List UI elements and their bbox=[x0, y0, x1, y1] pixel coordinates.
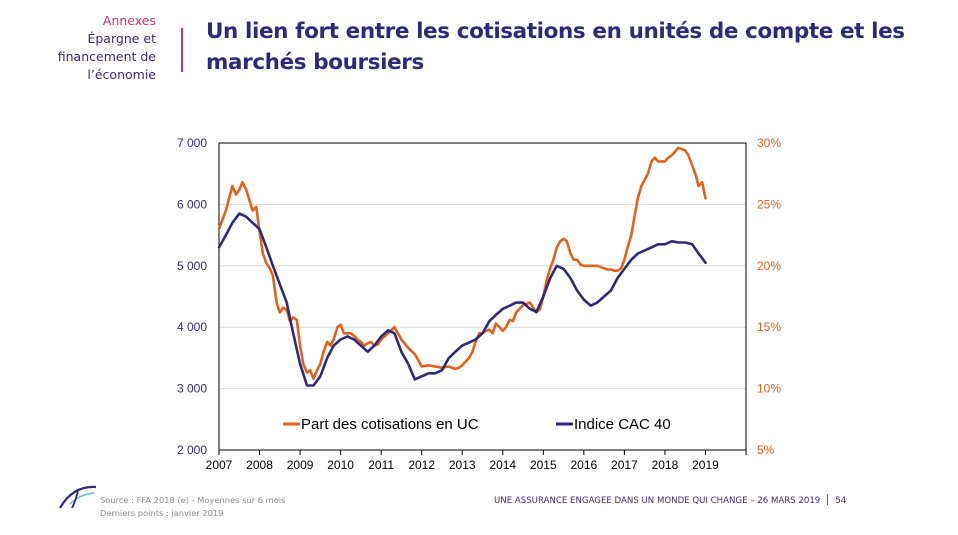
y-tick-label-right: 15% bbox=[757, 320, 781, 334]
page-title-line-1: Un lien fort entre les cotisations en un… bbox=[206, 19, 905, 44]
y-tick-label-left: 5 000 bbox=[177, 259, 207, 273]
source-line-1: Source : FFA 2018 (e) - Moyennes sur 6 m… bbox=[100, 495, 286, 505]
y-tick-label-left: 2 000 bbox=[177, 443, 207, 457]
breadcrumb-section: Annexes bbox=[102, 13, 156, 28]
page-title-line-2: marchés boursiers bbox=[206, 50, 424, 75]
x-tick-label: 2011 bbox=[368, 458, 394, 472]
x-tick-label: 2018 bbox=[652, 458, 679, 472]
y-tick-label-left: 6 000 bbox=[177, 197, 207, 211]
y-tick-label-right: 20% bbox=[757, 259, 781, 273]
page-number: 54 bbox=[835, 496, 847, 506]
footer-event: UNE ASSURANCE ENGAGEE DANS UN MONDE QUI … bbox=[494, 496, 821, 506]
page-title: Un lien fort entre les cotisations en un… bbox=[206, 16, 906, 78]
source-line-2: Derniers points : janvier 2019 bbox=[100, 508, 224, 518]
x-tick-label: 2016 bbox=[570, 458, 597, 472]
y-tick-label-right: 5% bbox=[757, 443, 775, 457]
footer-divider bbox=[827, 494, 829, 505]
x-tick-label: 2014 bbox=[489, 458, 516, 472]
y-tick-label-left: 4 000 bbox=[177, 320, 207, 334]
x-tick-label: 2008 bbox=[246, 458, 273, 472]
x-tick-label: 2009 bbox=[287, 458, 314, 472]
breadcrumb-subsection-3: l’économie bbox=[87, 67, 156, 82]
y-tick-label-left: 7 000 bbox=[177, 136, 207, 150]
x-tick-label: 2010 bbox=[327, 458, 354, 472]
series-line-cac40 bbox=[217, 212, 707, 387]
header-divider bbox=[181, 28, 183, 72]
y-tick-label-right: 10% bbox=[757, 382, 781, 396]
y-tick-label-right: 25% bbox=[757, 197, 781, 211]
series-line-part-uc bbox=[217, 146, 707, 381]
x-tick-label: 2013 bbox=[449, 458, 476, 472]
ffa-logo-icon bbox=[59, 485, 97, 509]
x-tick-label: 2015 bbox=[530, 458, 557, 472]
breadcrumb-subsection-1: Épargne et bbox=[87, 31, 156, 46]
x-tick-label: 2017 bbox=[611, 458, 638, 472]
y-tick-label-left: 3 000 bbox=[177, 382, 207, 396]
x-tick-label: 2019 bbox=[692, 458, 719, 472]
footer: UNE ASSURANCE ENGAGEE DANS UN MONDE QUI … bbox=[494, 494, 846, 506]
breadcrumb: Annexes Épargne et financement de l’écon… bbox=[20, 12, 156, 84]
x-tick-label: 2007 bbox=[206, 458, 233, 472]
legend-label: Part des cotisations en UC bbox=[301, 416, 479, 433]
legend-label: Indice CAC 40 bbox=[574, 416, 671, 433]
plot-frame bbox=[218, 142, 747, 451]
source-note: Source : FFA 2018 (e) - Moyennes sur 6 m… bbox=[100, 494, 285, 520]
x-tick-label: 2012 bbox=[408, 458, 435, 472]
breadcrumb-subsection-2: financement de bbox=[57, 49, 156, 64]
y-tick-label-right: 30% bbox=[757, 136, 781, 150]
